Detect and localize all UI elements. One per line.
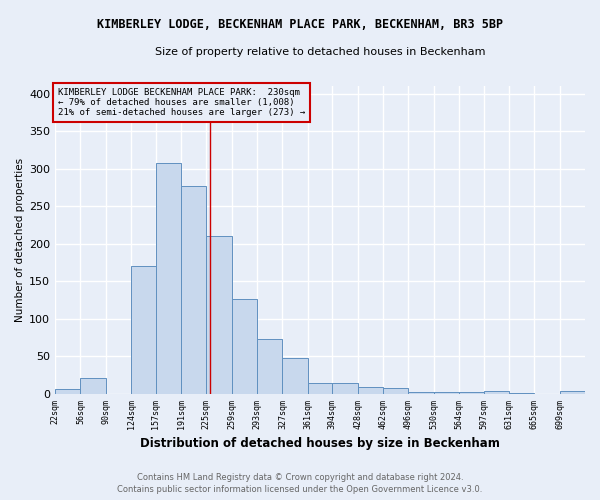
Bar [55, 390, 80, 394]
Text: KIMBERLEY LODGE, BECKENHAM PLACE PARK, BECKENHAM, BR3 5BP: KIMBERLEY LODGE, BECKENHAM PLACE PARK, B… [97, 18, 503, 30]
Bar [484, 391, 509, 394]
Bar [434, 392, 459, 394]
Bar [156, 164, 181, 394]
Bar [283, 358, 308, 394]
Bar [257, 339, 283, 394]
Bar [308, 384, 332, 394]
Text: KIMBERLEY LODGE BECKENHAM PLACE PARK:  230sqm
← 79% of detached houses are small: KIMBERLEY LODGE BECKENHAM PLACE PARK: 23… [58, 88, 305, 118]
X-axis label: Distribution of detached houses by size in Beckenham: Distribution of detached houses by size … [140, 437, 500, 450]
Bar [560, 391, 585, 394]
Bar [332, 384, 358, 394]
Bar [459, 392, 484, 394]
Bar [181, 186, 206, 394]
Text: Contains HM Land Registry data © Crown copyright and database right 2024.
Contai: Contains HM Land Registry data © Crown c… [118, 472, 482, 494]
Bar [509, 393, 535, 394]
Bar [383, 388, 409, 394]
Bar [409, 392, 434, 394]
Bar [232, 299, 257, 394]
Title: Size of property relative to detached houses in Beckenham: Size of property relative to detached ho… [155, 48, 485, 58]
Y-axis label: Number of detached properties: Number of detached properties [15, 158, 25, 322]
Bar [358, 387, 383, 394]
Bar [80, 378, 106, 394]
Bar [206, 236, 232, 394]
Bar [131, 266, 156, 394]
